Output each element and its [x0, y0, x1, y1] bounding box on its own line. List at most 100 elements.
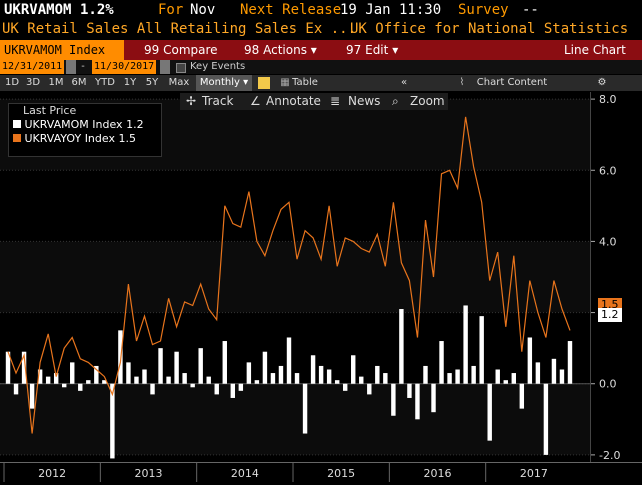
- grid-band: [0, 241, 590, 313]
- bar-mom: [230, 383, 236, 398]
- bar-mom: [286, 337, 292, 384]
- track-button[interactable]: Track: [202, 94, 234, 108]
- caret-down-icon: ▾: [310, 43, 317, 57]
- bar-mom: [487, 383, 492, 441]
- bar-mom: [158, 348, 163, 384]
- y-tick-label: 6.0: [599, 164, 617, 177]
- bar-mom: [13, 383, 19, 395]
- chart-toggle-icon[interactable]: [258, 77, 270, 89]
- legend-item-value: 1.2: [126, 118, 144, 131]
- actions-menu[interactable]: 98 Actions ▾: [244, 40, 317, 60]
- calendar-icon[interactable]: [160, 60, 170, 74]
- bar-mom: [134, 376, 139, 384]
- bar-mom: [86, 380, 91, 384]
- legend-item-yoy: UKRVAYOY Index 1.5: [9, 132, 161, 146]
- function-menu: UKRVAMOM Index 99 Compare 98 Actions ▾ 9…: [0, 40, 642, 60]
- bar-mom: [559, 369, 565, 384]
- end-date-input[interactable]: 11/30/2017: [92, 60, 157, 74]
- bar-mom: [359, 376, 364, 384]
- x-tick-label: 2015: [327, 467, 355, 480]
- bar-mom: [70, 362, 75, 384]
- news-icon[interactable]: ≣: [330, 94, 341, 108]
- bar-mom: [302, 383, 308, 434]
- bar-mom: [535, 362, 541, 384]
- legend-item-name: UKRVAYOY Index: [24, 132, 115, 145]
- periodicity-select[interactable]: Monthly ▾: [196, 75, 252, 91]
- x-tick-label: 2017: [520, 467, 548, 480]
- bar-mom: [495, 369, 500, 384]
- period-ytd-button[interactable]: YTD: [95, 77, 115, 88]
- calendar-icon[interactable]: [66, 60, 76, 74]
- bar-mom: [53, 373, 59, 384]
- bar-mom: [238, 383, 244, 391]
- y-tick-label: 0.0: [599, 378, 617, 391]
- table-button[interactable]: Table: [292, 77, 318, 88]
- chart-content-icon[interactable]: ⌇: [459, 77, 465, 88]
- period-3d-button[interactable]: 3D: [25, 77, 41, 88]
- compare-number: 99: [144, 43, 160, 57]
- bar-mom: [391, 383, 396, 416]
- period-1y-button[interactable]: 1Y: [123, 77, 137, 88]
- period-1m-button[interactable]: 1M: [48, 77, 64, 88]
- actions-number: 98: [244, 43, 260, 57]
- bar-mom: [415, 383, 420, 420]
- date-separator: -: [80, 61, 87, 72]
- x-tick-label: 2016: [424, 467, 452, 480]
- bar-mom: [447, 373, 452, 384]
- compare-button[interactable]: 99 Compare: [144, 40, 218, 60]
- legend-item-name: UKRVAMOM Index: [24, 118, 123, 131]
- line-yoy: [7, 116, 571, 434]
- bar-mom: [5, 351, 11, 384]
- bar-mom: [527, 337, 533, 384]
- key-events-label: Key Events: [190, 61, 246, 72]
- bar-mom: [262, 351, 268, 384]
- for-label: For: [158, 2, 184, 18]
- y-tick-label: -2.0: [599, 449, 620, 462]
- y-tick-label: 8.0: [599, 93, 617, 106]
- bar-mom: [94, 365, 99, 384]
- bar-mom: [126, 362, 131, 384]
- legend-item-value: 1.5: [118, 132, 136, 145]
- edit-menu[interactable]: 97 Edit ▾: [346, 40, 398, 60]
- bar-mom: [471, 365, 476, 384]
- collapse-left-icon[interactable]: «: [400, 77, 408, 88]
- bar-mom: [479, 316, 484, 384]
- ticker-label: UKRVAMOM: [4, 2, 72, 18]
- period-1d-button[interactable]: 1D: [4, 77, 20, 88]
- x-tick-label: 2012: [38, 467, 66, 480]
- table-icon[interactable]: ▦: [280, 77, 290, 88]
- legend: Last Price UKRVAMOM Index 1.2 UKRVAYOY I…: [8, 103, 162, 157]
- zoom-button[interactable]: Zoom: [410, 94, 445, 108]
- bar-mom: [423, 365, 428, 384]
- period-6m-button[interactable]: 6M: [71, 77, 87, 88]
- next-release-value: 19 Jan 11:30: [340, 2, 442, 18]
- bar-mom: [503, 380, 508, 384]
- zoom-icon[interactable]: ⌕: [392, 94, 399, 108]
- key-events-checkbox[interactable]: [176, 63, 186, 73]
- bar-mom: [254, 380, 260, 384]
- track-icon[interactable]: ✢: [186, 94, 197, 108]
- news-button[interactable]: News: [348, 94, 381, 108]
- edit-number: 97: [346, 43, 362, 57]
- period-5y-button[interactable]: 5Y: [145, 77, 159, 88]
- bar-mom: [399, 309, 404, 384]
- bar-mom: [318, 365, 324, 384]
- start-date-input[interactable]: 12/31/2011: [0, 60, 65, 74]
- bar-mom: [511, 373, 516, 384]
- chart-content-button[interactable]: Chart Content: [476, 77, 548, 88]
- compare-label: Compare: [163, 43, 218, 57]
- x-axis: 2012 2013 2014 2015 2016 2017: [0, 462, 642, 482]
- gear-icon[interactable]: ⚙: [597, 77, 607, 88]
- annotate-icon[interactable]: ∠: [250, 94, 261, 108]
- ticker-input[interactable]: UKRVAMOM Index: [0, 40, 124, 60]
- periodicity-value: Monthly: [199, 77, 240, 88]
- caret-down-icon: ▾: [392, 43, 399, 57]
- bar-mom: [270, 373, 276, 384]
- source-label: UK Office for National Statistics: [350, 21, 629, 37]
- annotate-button[interactable]: Annotate: [266, 94, 321, 108]
- bar-mom: [463, 305, 468, 384]
- period-max-button[interactable]: Max: [168, 77, 190, 88]
- bar-mom: [45, 376, 51, 384]
- bar-mom: [142, 369, 147, 384]
- bar-mom: [29, 383, 35, 409]
